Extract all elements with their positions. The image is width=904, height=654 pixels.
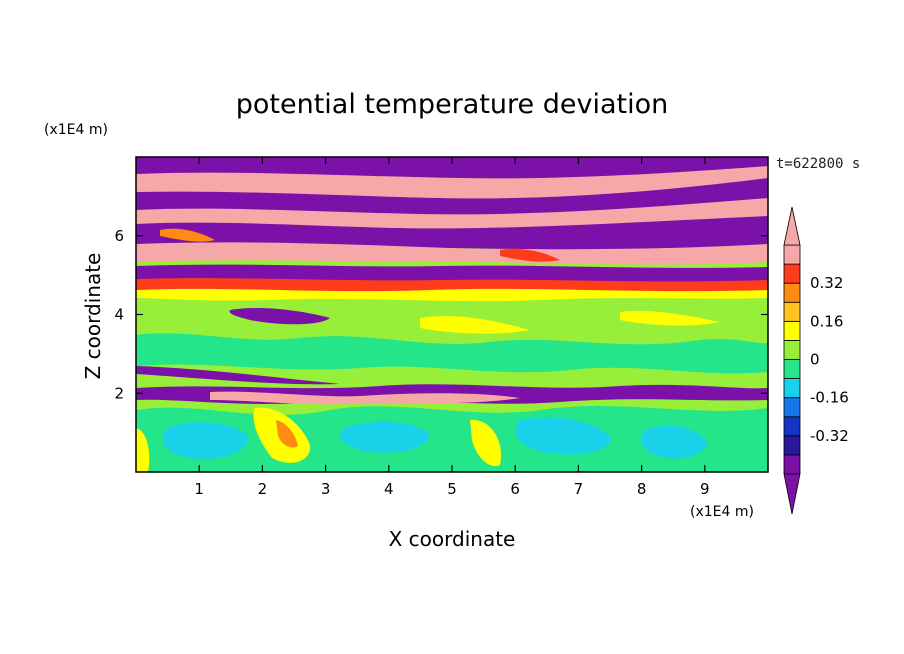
colorbar-swatch xyxy=(783,378,801,399)
colorbar-swatch xyxy=(783,435,801,456)
colorbar-swatch xyxy=(783,454,801,475)
field-cyan-eddy-1 xyxy=(162,422,249,459)
field-yellow-mid-2 xyxy=(620,310,720,326)
colorbar-tick-label: 0 xyxy=(810,351,820,369)
colorbar-tick-label: -0.32 xyxy=(810,427,849,445)
x-axis-ticks: 1 2 3 4 5 6 7 8 9 xyxy=(194,157,710,498)
field-yellow-eddy-3 xyxy=(470,419,501,467)
x-tick-label: 3 xyxy=(321,480,331,498)
field-lower-pink-band xyxy=(210,391,520,405)
field-upper-orange-streak xyxy=(160,228,215,242)
time-label: t=622800 s xyxy=(776,156,860,172)
x-tick-label: 4 xyxy=(384,480,394,498)
x-tick-label: 6 xyxy=(510,480,520,498)
colorbar-swatch xyxy=(783,263,801,284)
colorbar-swatch xyxy=(783,340,801,360)
field-yellow-mid xyxy=(420,316,530,334)
colorbar-swatch xyxy=(783,359,801,379)
colorbar-tick-label: 0.16 xyxy=(810,312,843,330)
colorbar-swatch xyxy=(783,320,801,341)
colorbar-tick-label: 0.32 xyxy=(810,274,843,292)
colorbar: -0.32 -0.16 0 0.16 0.32 xyxy=(783,206,849,515)
colorbar-extend-low xyxy=(783,473,801,515)
y-axis-unit: (x1E4 m) xyxy=(44,122,108,138)
field-yellow-band-upper xyxy=(136,286,768,302)
contour-field xyxy=(136,157,768,472)
colorbar-tick-label: -0.16 xyxy=(810,389,849,407)
field-upper-pink-1 xyxy=(136,238,768,265)
field-top-purple xyxy=(136,157,768,179)
y-tick-label: 4 xyxy=(114,306,124,324)
x-tick-label: 5 xyxy=(447,480,457,498)
colorbar-swatch xyxy=(783,282,801,303)
y-tick-label: 6 xyxy=(114,227,124,245)
x-axis-label: X coordinate xyxy=(389,527,516,551)
x-tick-label: 9 xyxy=(700,480,710,498)
field-thin-purple-streak xyxy=(136,366,340,385)
colorbar-swatch xyxy=(783,244,801,265)
field-yellow-eddy-2 xyxy=(136,428,150,472)
colorbar-extend-high xyxy=(783,206,801,246)
y-tick-label: 2 xyxy=(114,384,124,402)
field-orange-spot xyxy=(276,420,298,448)
x-tick-label: 7 xyxy=(574,480,584,498)
chart-title: potential temperature deviation xyxy=(236,89,668,120)
field-upper-red-streak xyxy=(500,248,560,262)
y-axis-label: Z coordinate xyxy=(81,253,105,380)
field-cyan-eddy-4 xyxy=(640,425,708,459)
x-tick-label: 8 xyxy=(637,480,647,498)
colorbar-swatch xyxy=(783,397,801,418)
x-tick-label: 1 xyxy=(194,480,204,498)
y-axis-ticks: 2 4 6 xyxy=(114,227,768,402)
x-axis-unit: (x1E4 m) xyxy=(690,504,754,520)
field-cyan-eddy-2 xyxy=(340,421,430,453)
field-top-pink xyxy=(136,164,768,199)
field-upper-purple-2 xyxy=(136,176,768,215)
field-cyan-eddy-3 xyxy=(515,417,612,455)
field-purple-boundary xyxy=(136,264,768,282)
colorbar-swatch xyxy=(783,416,801,437)
field-purple-mid-blob xyxy=(229,307,330,325)
x-tick-label: 2 xyxy=(258,480,268,498)
field-mint-mid xyxy=(136,333,768,374)
field-upper-pink-2 xyxy=(136,196,768,229)
colorbar-swatch xyxy=(783,301,801,322)
